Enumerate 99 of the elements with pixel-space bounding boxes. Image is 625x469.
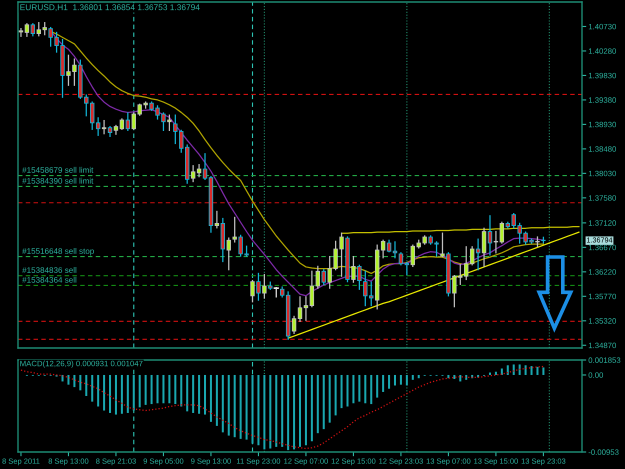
- candlestick: [226, 237, 231, 270]
- candlestick: [126, 112, 130, 132]
- bar: [85, 374, 88, 396]
- candlestick: [351, 256, 356, 283]
- candlestick: [232, 216, 237, 243]
- bar: [103, 374, 106, 411]
- bar: [394, 374, 396, 386]
- bar: [364, 374, 366, 404]
- bar: [192, 374, 194, 413]
- candlestick: [161, 112, 166, 132]
- bar: [138, 374, 141, 408]
- ref-line-label: #15384836 sell: [22, 267, 76, 273]
- candlestick: [476, 238, 480, 270]
- line-series: [340, 226, 580, 234]
- bar: [310, 374, 313, 442]
- bar: [506, 365, 509, 375]
- bar: [512, 364, 515, 375]
- bar: [281, 374, 284, 447]
- bar: [168, 374, 170, 404]
- bar: [150, 374, 153, 404]
- bar: [358, 374, 360, 402]
- candlestick: [268, 282, 273, 290]
- candlestick: [30, 23, 36, 36]
- bar: [144, 374, 147, 405]
- bar: [536, 366, 538, 375]
- bar: [494, 372, 497, 375]
- bar: [287, 374, 290, 450]
- ref-line-label: #15458679 sell limit: [22, 166, 94, 173]
- bar: [91, 374, 94, 402]
- bar: [376, 374, 378, 398]
- bar: [453, 374, 456, 380]
- bar: [530, 366, 533, 375]
- bar: [257, 374, 260, 446]
- candlestick: [256, 272, 261, 301]
- bar: [322, 374, 325, 430]
- ref-line-label: #15384390 sell limit: [22, 178, 94, 184]
- bar: [79, 374, 82, 390]
- candlestick: [488, 215, 492, 256]
- bar: [382, 374, 384, 392]
- bar: [388, 374, 390, 389]
- bar: [156, 374, 159, 404]
- bar: [234, 374, 236, 438]
- bar: [132, 374, 135, 411]
- bar: [228, 374, 230, 436]
- bar: [246, 374, 248, 440]
- bar: [109, 374, 112, 413]
- bar: [210, 374, 212, 422]
- bar: [216, 374, 218, 426]
- bar: [162, 374, 164, 404]
- bar: [328, 374, 331, 423]
- bar: [198, 374, 200, 414]
- bar: [120, 374, 123, 414]
- bar: [174, 374, 176, 404]
- bar: [412, 374, 414, 380]
- bar: [240, 374, 242, 439]
- bar: [62, 374, 64, 382]
- bar: [352, 374, 354, 404]
- candlestick: [214, 210, 220, 228]
- bar: [180, 374, 182, 406]
- bar: [73, 374, 76, 388]
- bar: [67, 374, 70, 385]
- bar: [304, 374, 307, 446]
- bar: [459, 374, 462, 382]
- bar: [298, 374, 302, 447]
- bar: [316, 374, 319, 434]
- bar: [524, 365, 527, 375]
- bar: [275, 374, 278, 447]
- bar: [370, 374, 372, 404]
- candlestick: [440, 232, 445, 258]
- bar: [293, 374, 296, 450]
- candlestick: [357, 264, 362, 290]
- ref-line-label: #15384364 sell: [22, 276, 76, 283]
- candlestick: [274, 286, 279, 298]
- bar: [97, 374, 100, 406]
- bar: [114, 374, 117, 415]
- chart-title: EURUSD,H1 1.36801 1.36854 1.36753 1.36794: [20, 4, 200, 12]
- bar: [340, 374, 343, 408]
- bar: [542, 367, 544, 375]
- candlestick: [108, 126, 112, 137]
- bar: [346, 374, 349, 406]
- bar: [126, 374, 129, 413]
- candlestick: [167, 114, 172, 132]
- candlestick: [250, 280, 255, 302]
- candlestick: [535, 236, 540, 247]
- bar: [186, 374, 188, 412]
- bar: [204, 374, 206, 415]
- bar: [334, 374, 337, 416]
- candlestick: [482, 228, 486, 268]
- candlestick: [262, 274, 267, 299]
- bar: [251, 374, 254, 444]
- bar: [406, 374, 408, 386]
- ref-line-label: #15516648 sell stop: [22, 248, 94, 256]
- bar: [222, 374, 224, 432]
- bar: [400, 374, 402, 385]
- bar: [269, 374, 272, 449]
- line-series: [288, 232, 580, 339]
- bar: [418, 374, 420, 378]
- bar: [263, 374, 266, 450]
- candlestick: [322, 269, 326, 285]
